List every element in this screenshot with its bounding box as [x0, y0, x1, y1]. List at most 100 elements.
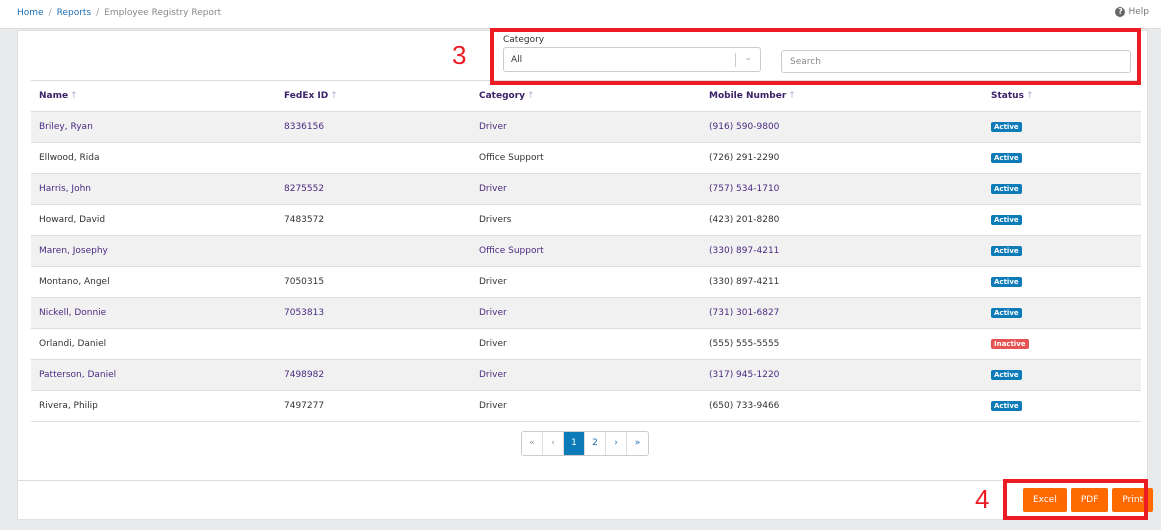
cell-status: Active — [983, 142, 1141, 174]
cell-fedex-id: 7498982 — [276, 359, 471, 391]
breadcrumb: Home / Reports / Employee Registry Report — [17, 8, 221, 18]
cell-status: Inactive — [983, 328, 1141, 360]
cell-mobile: (757) 534-1710 — [701, 173, 983, 205]
help-icon: ? — [1115, 7, 1126, 17]
pagination: «‹ 1 2 ›» — [521, 431, 649, 456]
category-label: Category — [503, 35, 545, 45]
pagination-next-page[interactable]: › — [606, 432, 627, 455]
top-bar: Home / Reports / Employee Registry Report ? H… — [0, 0, 1161, 29]
table-row[interactable]: Maren, Josephy Office Support (330) 897-42… — [31, 235, 1141, 267]
pagination-page-1[interactable]: 1 — [564, 432, 585, 455]
cell-name: Briley, Ryan — [31, 111, 276, 143]
cell-fedex-id: 8275552 — [276, 173, 471, 205]
column-header-mobile-number[interactable]: Mobile Number ↑ — [701, 80, 983, 112]
cell-category: Office Support — [471, 235, 701, 267]
cell-category: Driver — [471, 266, 701, 298]
cell-name: Montano, Angel — [31, 266, 276, 298]
search-input[interactable] — [781, 50, 1131, 73]
cell-mobile: (916) 590-9800 — [701, 111, 983, 143]
column-header-label: Mobile Number — [709, 91, 787, 101]
breadcrumb-home[interactable]: Home — [17, 8, 44, 18]
excel-button[interactable]: Excel — [1023, 488, 1067, 512]
pagination-first-page[interactable]: « — [522, 432, 543, 455]
category-value: All — [511, 55, 523, 65]
cell-mobile: (317) 945-1220 — [701, 359, 983, 391]
table-row[interactable]: Rivera, Philip 7497277 Driver (650) 733-946… — [31, 390, 1141, 422]
breadcrumb-reports[interactable]: Reports — [56, 8, 92, 18]
table-row[interactable]: Nickell, Donnie 7053813 Driver (731) 301-68… — [31, 297, 1141, 329]
cell-fedex-id — [276, 142, 471, 174]
status-badge: Active — [991, 184, 1022, 194]
cell-fedex-id: 7050315 — [276, 266, 471, 298]
cell-name: Ellwood, Rida — [31, 142, 276, 174]
cell-mobile: (726) 291-2290 — [701, 142, 983, 174]
cell-category: Driver — [471, 328, 701, 360]
pagination-page-2[interactable]: 2 — [585, 432, 606, 455]
cell-name: Rivera, Philip — [31, 390, 276, 422]
breadcrumb-current: Employee Registry Report — [104, 8, 222, 18]
cell-category: Driver — [471, 297, 701, 329]
pagination-prev-page[interactable]: ‹ — [543, 432, 564, 455]
cell-mobile: (330) 897-4211 — [701, 266, 983, 298]
column-header-label: Name — [39, 91, 69, 101]
status-badge: Active — [991, 401, 1022, 411]
table-row[interactable]: Patterson, Daniel 7498982 Driver (317) 945-… — [31, 359, 1141, 391]
column-header-label: FedEx ID — [284, 91, 329, 101]
column-header-name[interactable]: Name ↑ — [31, 80, 276, 112]
cell-fedex-id: 8336156 — [276, 111, 471, 143]
status-badge: Active — [991, 122, 1022, 132]
column-header-label: Status — [991, 91, 1024, 101]
cell-status: Active — [983, 297, 1141, 329]
column-header-label: Category — [479, 91, 526, 101]
pdf-button[interactable]: PDF — [1070, 488, 1109, 512]
cell-category: Drivers — [471, 204, 701, 236]
cell-status: Active — [983, 266, 1141, 298]
cell-fedex-id: 7483572 — [276, 204, 471, 236]
cell-status: Active — [983, 173, 1141, 205]
cell-mobile: (731) 301-6827 — [701, 297, 983, 329]
breadcrumb-separator: / — [48, 8, 52, 18]
cell-category: Driver — [471, 111, 701, 143]
cell-fedex-id — [276, 328, 471, 360]
cell-category: Office Support — [471, 142, 701, 174]
table-row[interactable]: Harris, John 8275552 Driver (757) 534-1710 A… — [31, 173, 1141, 205]
status-badge: Active — [991, 215, 1022, 225]
table-row[interactable]: Montano, Angel 7050315 Driver (330) 897-421… — [31, 266, 1141, 298]
cell-fedex-id — [276, 235, 471, 267]
sort-arrow-icon[interactable]: ↑ — [788, 91, 796, 101]
cell-status: Active — [983, 204, 1141, 236]
employee-table: Name ↑ FedEx ID ↑ Category ↑ Mobile Number ↑ Sta… — [31, 80, 1141, 422]
column-header-category[interactable]: Category ↑ — [471, 80, 701, 112]
sort-arrow-icon[interactable]: ↑ — [1025, 91, 1034, 101]
cell-mobile: (555) 555-5555 — [701, 328, 983, 360]
cell-name: Harris, John — [31, 173, 276, 205]
report-card: Category All ⌄ Name↑FedEx ID↑Category↑Mo… — [17, 30, 1154, 520]
cell-mobile: (650) 733-9466 — [701, 390, 983, 422]
status-badge: Active — [991, 370, 1022, 380]
column-header-status[interactable]: Status ↑ — [983, 80, 1141, 112]
annotation-box-filters — [490, 28, 1141, 85]
cell-name: Patterson, Daniel — [31, 359, 276, 391]
table-row[interactable]: Briley, Ryan 8336156 Driver (916) 590-9800 A… — [31, 111, 1141, 143]
cell-status: Active — [983, 235, 1141, 267]
status-badge: Active — [991, 308, 1022, 318]
cell-category: Driver — [471, 173, 701, 205]
help-label: Help — [1128, 7, 1149, 17]
column-header-fedex-id[interactable]: FedEx ID ↑ — [276, 80, 471, 112]
chevron-down-icon[interactable]: ⌄ — [744, 53, 752, 63]
footer-divider — [18, 480, 1147, 481]
status-badge: Active — [991, 277, 1022, 287]
sort-arrow-icon[interactable]: ↑ — [527, 91, 535, 101]
help-link[interactable]: ? Help — [1115, 7, 1149, 17]
cell-name: Howard, David — [31, 204, 276, 236]
select-divider — [735, 53, 736, 67]
sort-arrow-icon[interactable]: ↑ — [70, 91, 78, 101]
table-row[interactable]: Ellwood, Rida Office Support (726) 291-229… — [31, 142, 1141, 174]
category-select[interactable]: All ⌄ — [503, 47, 761, 72]
table-row[interactable]: Orlandi, Daniel Driver (555) 555-5555 Inact… — [31, 328, 1141, 360]
pagination-last-page[interactable]: » — [627, 432, 648, 455]
table-row[interactable]: Howard, David 7483572 Drivers (423) 201-828… — [31, 204, 1141, 236]
annotation-number-filters: 3 — [452, 40, 467, 70]
cell-fedex-id: 7497277 — [276, 390, 471, 422]
sort-arrow-icon[interactable]: ↑ — [330, 91, 338, 101]
